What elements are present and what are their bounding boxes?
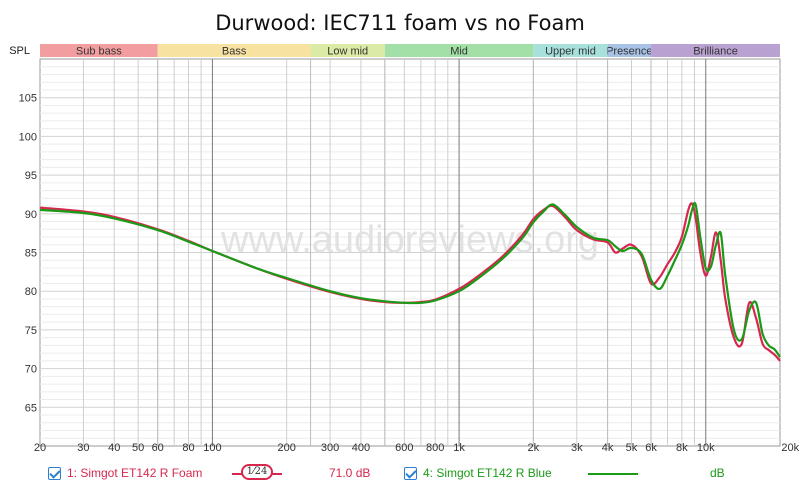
y-tick-label: 85 — [25, 248, 37, 260]
y-tick-label: 90 — [25, 209, 37, 221]
grid — [40, 59, 780, 446]
checkbox-blue[interactable] — [404, 466, 417, 480]
frequency-response-chart: Durwood: IEC711 foam vs no Foam SPL Sub … — [9, 11, 800, 454]
band-label-6: Brilliance — [693, 46, 738, 58]
band-5 — [607, 44, 652, 57]
legend-item-foam[interactable]: 1: Simgot ET142 R Foam — [48, 466, 202, 480]
x-tick-label: 800 — [426, 442, 444, 454]
x-tick-label: 200 — [277, 442, 295, 454]
band-1 — [157, 44, 311, 57]
x-tick-label: 8k — [676, 442, 688, 454]
y-tick-label: 95 — [25, 170, 37, 182]
band-3 — [384, 44, 534, 57]
y-tick-label: 70 — [25, 364, 37, 376]
x-tick-label: 40 — [108, 442, 120, 454]
y-tick-labels: 65 70 75 80 85 90 95 100 105 — [19, 93, 37, 415]
band-label-4: Upper mid — [545, 46, 596, 58]
x-tick-label: 80 — [182, 442, 194, 454]
y-tick-label: 65 — [25, 402, 37, 414]
x-tick-label: 1k — [453, 442, 465, 454]
legend-item-blue[interactable]: 4: Simgot ET142 R Blue — [404, 466, 552, 480]
band-label-0: Sub bass — [76, 46, 122, 58]
x-tick-label: 3k — [571, 442, 583, 454]
x-tick-label: 20kHz — [781, 442, 800, 454]
legend-swatch-blue — [588, 473, 638, 475]
chart-title: Durwood: IEC711 foam vs no Foam — [215, 11, 585, 35]
x-tick-label: 4k — [602, 442, 614, 454]
y-tick-label: 80 — [25, 286, 37, 298]
x-tick-label: 50 — [132, 442, 144, 454]
x-tick-label: 60 — [152, 442, 164, 454]
x-tick-label: 600 — [395, 442, 413, 454]
x-tick-label: 300 — [321, 442, 339, 454]
x-tick-label: 100 — [203, 442, 221, 454]
band-6 — [651, 44, 780, 57]
legend-level-blue: dB — [710, 466, 725, 480]
band-label-3: Mid — [450, 46, 468, 58]
y-axis-label: SPL — [9, 45, 30, 57]
legend-level-foam: 71.0 dB — [329, 466, 371, 480]
x-tick-labels: 20 30 40 50 60 80 100 200 300 400 600 800 1k 2k 3k 4k 5k… — [34, 442, 800, 454]
band-label-1: Bass — [222, 46, 247, 58]
checkbox-foam[interactable] — [48, 466, 61, 480]
x-tick-label: 5k — [626, 442, 638, 454]
y-tick-label: 100 — [19, 131, 37, 143]
x-tick-label: 2k — [528, 442, 540, 454]
x-tick-label: 20 — [34, 442, 46, 454]
legend-label-foam: 1: Simgot ET142 R Foam — [67, 466, 203, 480]
band-2 — [310, 44, 385, 57]
legend: 1: Simgot ET142 R Foam 1⁄24 71.0 dB 4: S… — [0, 462, 800, 486]
y-tick-label: 105 — [19, 93, 37, 105]
series-lines — [39, 201, 781, 362]
band-label-5: Presence — [606, 46, 652, 58]
frequency-bands: Sub bass Bass Low mid Mid Upper mid Presence B… — [40, 44, 780, 58]
x-tick-label: 6k — [645, 442, 657, 454]
x-tick-label: 10k — [697, 442, 715, 454]
y-tick-label: 75 — [25, 325, 37, 337]
band-0 — [40, 44, 158, 57]
legend-label-blue: 4: Simgot ET142 R Blue — [423, 466, 552, 480]
x-tick-label: 400 — [352, 442, 370, 454]
series-line-1 — [39, 201, 781, 358]
band-label-2: Low mid — [327, 46, 368, 58]
smoothing-badge[interactable]: 1⁄24 — [241, 464, 273, 480]
watermark: www.audioreviews.org — [220, 219, 599, 261]
x-tick-label: 30 — [77, 442, 89, 454]
band-4 — [533, 44, 608, 57]
